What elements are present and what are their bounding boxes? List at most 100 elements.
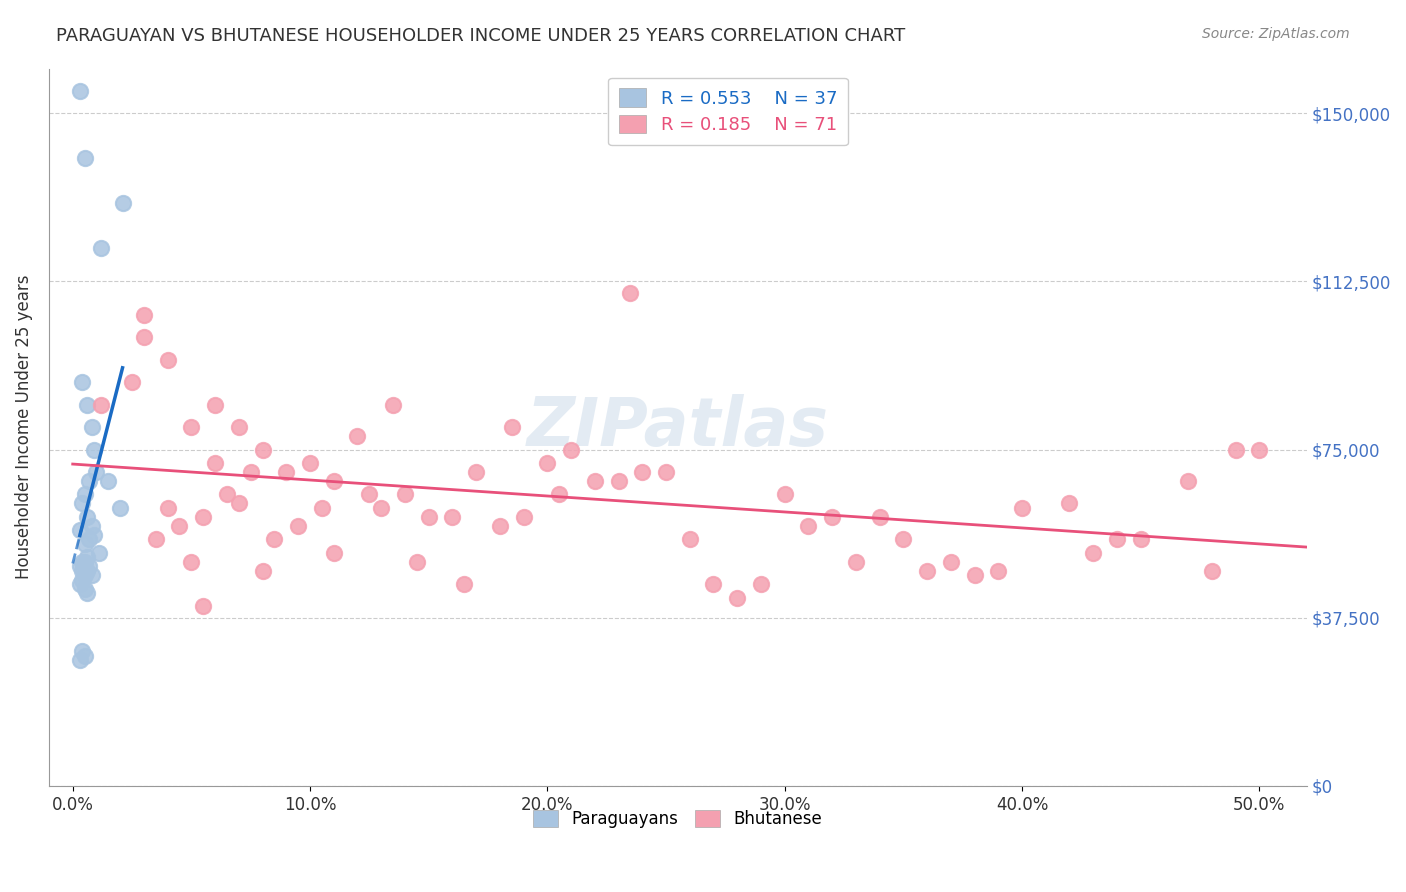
Point [915, 564, 938, 578]
Point [73, 582, 96, 596]
Point [501, 420, 523, 434]
Point [1083, 546, 1105, 560]
Point [1225, 442, 1247, 457]
Point [655, 465, 678, 479]
Point [418, 509, 440, 524]
Point [891, 533, 914, 547]
Point [83, 527, 105, 541]
Point [70, 376, 93, 390]
Point [73, 648, 96, 663]
Point [76, 586, 98, 600]
Point [287, 518, 309, 533]
Point [132, 330, 155, 344]
Point [69, 653, 91, 667]
Point [299, 456, 322, 470]
Point [97, 474, 120, 488]
Point [121, 376, 143, 390]
Point [79, 533, 101, 547]
Point [1011, 500, 1033, 515]
Point [193, 509, 215, 524]
Point [76, 564, 98, 578]
Point [583, 474, 606, 488]
Point [83, 442, 105, 457]
Point [263, 533, 285, 547]
Point [252, 564, 274, 578]
Point [725, 591, 748, 605]
Point [821, 509, 844, 524]
Point [228, 420, 250, 434]
Legend: Paraguayans, Bhutanese: Paraguayans, Bhutanese [527, 804, 830, 835]
Point [239, 465, 262, 479]
Point [73, 151, 96, 165]
Point [73, 537, 96, 551]
Point [70, 573, 93, 587]
Point [869, 509, 891, 524]
Point [86, 465, 108, 479]
Point [69, 559, 91, 574]
Point [1059, 496, 1081, 510]
Point [963, 568, 986, 582]
Point [228, 496, 250, 510]
Point [70, 644, 93, 658]
Point [73, 487, 96, 501]
Point [845, 555, 868, 569]
Point [453, 577, 475, 591]
Point [359, 487, 381, 501]
Point [276, 465, 298, 479]
Point [773, 487, 796, 501]
Point [1177, 474, 1199, 488]
Point [252, 442, 274, 457]
Point [702, 577, 724, 591]
Point [76, 550, 98, 565]
Point [548, 487, 571, 501]
Point [87, 546, 110, 560]
Point [180, 420, 202, 434]
Point [69, 84, 91, 98]
Y-axis label: Householder Income Under 25 years: Householder Income Under 25 years [15, 275, 32, 580]
Point [80, 518, 103, 533]
Point [169, 518, 191, 533]
Point [70, 496, 93, 510]
Point [204, 456, 226, 470]
Point [536, 456, 558, 470]
Point [108, 500, 131, 515]
Text: ZIPatlas: ZIPatlas [527, 394, 830, 460]
Point [156, 352, 179, 367]
Point [69, 523, 91, 537]
Point [346, 429, 368, 443]
Point [76, 398, 98, 412]
Point [322, 474, 344, 488]
Point [70, 564, 93, 578]
Point [679, 533, 702, 547]
Point [80, 420, 103, 434]
Point [73, 555, 96, 569]
Point [1129, 533, 1152, 547]
Point [311, 500, 333, 515]
Point [441, 509, 464, 524]
Point [132, 308, 155, 322]
Point [111, 196, 134, 211]
Point [405, 555, 427, 569]
Point [215, 487, 238, 501]
Point [1201, 564, 1223, 578]
Point [1249, 442, 1271, 457]
Point [1105, 533, 1128, 547]
Point [322, 546, 344, 560]
Point [394, 487, 416, 501]
Point [382, 398, 405, 412]
Point [489, 518, 512, 533]
Point [204, 398, 226, 412]
Point [180, 555, 202, 569]
Point [749, 577, 772, 591]
Point [370, 500, 392, 515]
Point [193, 599, 215, 614]
Point [76, 509, 98, 524]
Point [560, 442, 582, 457]
Text: PARAGUAYAN VS BHUTANESE HOUSEHOLDER INCOME UNDER 25 YEARS CORRELATION CHART: PARAGUAYAN VS BHUTANESE HOUSEHOLDER INCO… [56, 27, 905, 45]
Point [987, 564, 1010, 578]
Point [73, 568, 96, 582]
Point [939, 555, 962, 569]
Point [465, 465, 488, 479]
Point [90, 398, 112, 412]
Point [70, 555, 93, 569]
